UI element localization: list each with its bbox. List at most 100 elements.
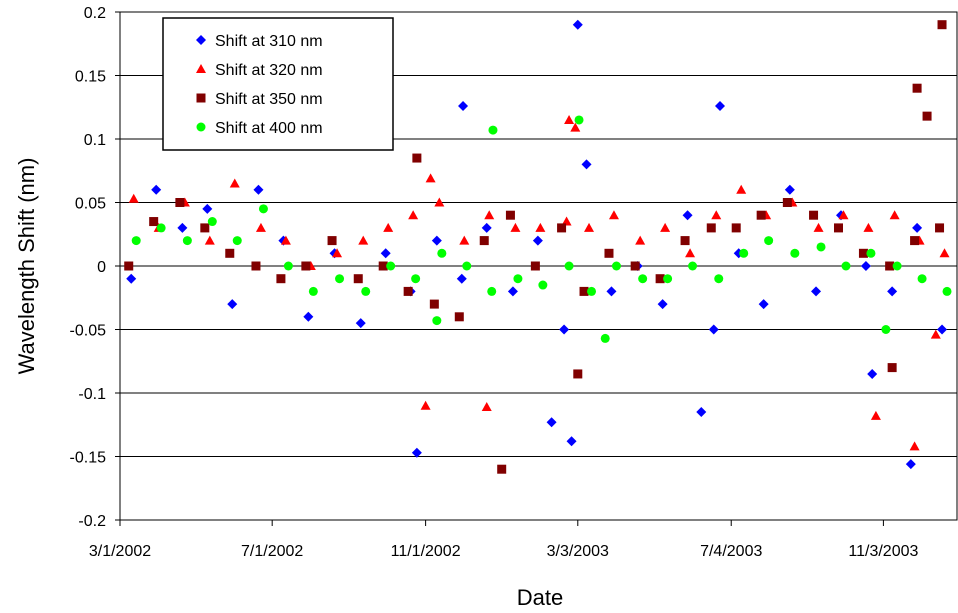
point: [308, 286, 318, 296]
point: [479, 236, 489, 246]
point: [383, 222, 394, 232]
point: [253, 184, 264, 195]
point: [860, 261, 871, 271]
point: [937, 20, 947, 30]
y-tick-label: -0.1: [78, 386, 106, 403]
plot-frame: [119, 11, 958, 521]
point: [335, 274, 345, 284]
point: [151, 184, 162, 195]
point: [708, 324, 719, 335]
y-tick-label: -0.2: [78, 513, 106, 530]
point: [790, 248, 800, 258]
point: [456, 273, 467, 284]
point: [756, 210, 766, 220]
point: [462, 261, 472, 271]
point: [128, 193, 139, 203]
y-tick-label: 0.15: [75, 69, 106, 86]
point: [412, 153, 422, 163]
point: [570, 122, 581, 132]
y-tick-label: 0.05: [75, 196, 106, 213]
point: [912, 222, 923, 233]
point: [411, 447, 422, 458]
point: [432, 316, 442, 326]
point: [431, 235, 442, 246]
point: [858, 248, 868, 258]
point: [487, 286, 497, 296]
point: [202, 203, 213, 214]
point: [887, 286, 898, 297]
point: [604, 248, 614, 258]
point: [538, 280, 548, 290]
point: [564, 261, 574, 271]
point: [682, 210, 693, 221]
point: [510, 222, 521, 232]
point: [758, 299, 769, 310]
point: [838, 210, 849, 220]
point: [276, 274, 286, 284]
point: [255, 222, 266, 232]
x-tick-label: 3/3/2003: [547, 543, 609, 560]
point: [885, 261, 895, 271]
point: [557, 223, 567, 233]
y-tick-label: 0.1: [84, 132, 106, 149]
y-axis-title: Wavelength Shift (nm): [14, 158, 39, 375]
point: [437, 248, 447, 258]
point: [917, 274, 927, 284]
point: [408, 210, 419, 220]
point: [156, 223, 166, 233]
point: [546, 417, 557, 428]
point: [816, 242, 826, 252]
point: [327, 236, 337, 246]
point: [358, 235, 369, 245]
point: [833, 223, 843, 233]
point: [458, 100, 469, 111]
legend-marker: [196, 122, 206, 132]
point: [696, 407, 707, 418]
point: [182, 236, 192, 246]
point: [481, 222, 492, 233]
point: [863, 222, 874, 232]
point: [663, 274, 673, 284]
point: [714, 274, 724, 284]
point: [937, 324, 948, 335]
point: [505, 210, 515, 220]
point: [881, 325, 891, 334]
point: [809, 210, 819, 220]
point: [887, 363, 897, 373]
point: [566, 436, 577, 447]
point: [764, 236, 774, 246]
point: [905, 459, 916, 470]
point: [784, 184, 795, 195]
y-tick-label: 0.2: [84, 5, 106, 22]
point: [258, 204, 268, 214]
point: [227, 299, 238, 310]
legend-label: Shift at 310 nm: [215, 33, 323, 50]
point: [386, 261, 396, 271]
point: [559, 324, 570, 335]
point: [630, 261, 640, 271]
x-tick-label: 7/1/2002: [241, 543, 303, 560]
legend-marker: [196, 93, 206, 103]
point: [488, 125, 498, 135]
point: [530, 261, 540, 271]
point: [912, 83, 922, 93]
point: [124, 261, 134, 271]
point: [930, 329, 941, 339]
point: [497, 464, 507, 474]
point: [611, 261, 621, 271]
point: [942, 286, 952, 296]
point: [867, 368, 878, 379]
series: [131, 115, 952, 343]
point: [892, 261, 902, 271]
point: [355, 318, 366, 329]
point: [731, 223, 741, 233]
point: [225, 248, 235, 258]
point: [484, 210, 495, 220]
legend-label: Shift at 350 nm: [215, 91, 323, 108]
point: [411, 274, 421, 284]
point: [532, 235, 543, 246]
point: [870, 410, 881, 420]
point: [403, 286, 413, 296]
series: [124, 20, 947, 474]
point: [420, 400, 431, 410]
